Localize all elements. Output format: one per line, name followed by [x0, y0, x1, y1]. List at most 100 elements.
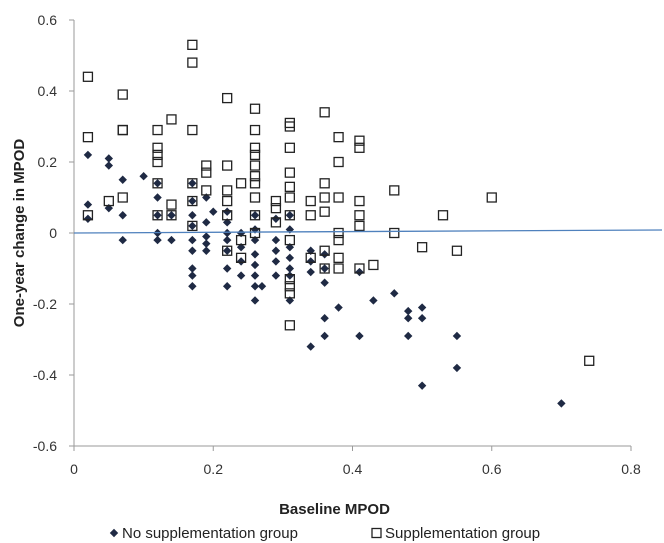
square-point — [354, 220, 365, 232]
square-point — [249, 178, 261, 189]
y-tick-label: -0.6 — [33, 438, 57, 454]
diamond-point — [250, 282, 260, 291]
legend-item-supplementation: Supplementation group — [371, 525, 540, 542]
square-point — [117, 124, 128, 136]
diamond-point — [236, 271, 246, 280]
square-point — [187, 178, 198, 189]
square-point — [333, 131, 344, 143]
x-tick-label: 0.4 — [343, 461, 363, 477]
square-point — [284, 210, 295, 221]
y-axis-ticks: -0.6 -0.4 -0.2 0 0.2 0.4 0.6 — [33, 12, 74, 454]
square-point — [333, 252, 344, 264]
diamond-point — [285, 253, 295, 263]
y-tick-label: -0.2 — [33, 296, 57, 312]
square-point — [284, 288, 295, 299]
diamond-point — [188, 235, 197, 245]
square-point — [222, 185, 233, 196]
diamond-point — [222, 282, 232, 291]
diamond-point — [404, 331, 413, 341]
square-point — [270, 217, 282, 228]
diamond-point — [250, 250, 260, 259]
diamond-point — [285, 271, 295, 280]
diamond-point — [104, 161, 114, 170]
y-axis-title: One-year change in MPOD — [11, 139, 28, 328]
legend: No supplementation group Supplementation… — [109, 525, 540, 542]
square-point — [103, 195, 114, 207]
legend-item-no-supplementation: No supplementation group — [109, 525, 298, 542]
square-point — [117, 124, 128, 136]
square-point — [319, 192, 330, 203]
diamond-point — [202, 239, 211, 248]
square-point — [152, 178, 163, 189]
square-point — [270, 202, 282, 214]
diamond-point — [188, 271, 197, 280]
diamond-point — [250, 271, 260, 280]
legend-label-supplementation: Supplementation group — [385, 525, 540, 542]
diamond-point — [167, 235, 176, 245]
square-point — [222, 245, 233, 256]
diamond-point — [404, 306, 413, 316]
y-tick-label: 0.6 — [38, 12, 58, 28]
y-tick-label: 0.2 — [38, 154, 58, 170]
square-point — [354, 195, 365, 207]
diamond-point — [417, 314, 427, 323]
diamond-point — [285, 211, 295, 220]
square-point — [249, 142, 261, 153]
square-point — [284, 320, 295, 331]
square-point — [389, 227, 400, 239]
zero-reference-line — [73, 229, 663, 234]
square-point — [117, 89, 128, 100]
diamond-point — [306, 267, 315, 277]
diamond-point — [306, 342, 315, 351]
square-point — [389, 185, 400, 196]
open-square-icon — [371, 527, 382, 539]
diamond-point — [209, 207, 218, 216]
square-point — [584, 355, 595, 366]
diamond-point — [104, 154, 114, 163]
diamond-point — [320, 278, 329, 287]
diamond-point — [320, 264, 329, 273]
square-point — [284, 181, 295, 193]
square-point — [82, 210, 94, 221]
square-point — [284, 281, 295, 292]
diamond-point — [153, 211, 162, 220]
square-point — [222, 92, 233, 104]
diamond-point — [271, 271, 281, 280]
diamond-point — [222, 246, 232, 255]
diamond-point — [167, 211, 176, 220]
square-point — [333, 156, 344, 168]
square-point — [166, 199, 177, 210]
square-point — [222, 210, 233, 221]
diamond-point — [188, 264, 197, 273]
square-point — [416, 242, 428, 253]
square-point — [319, 206, 330, 217]
square-point — [249, 160, 261, 171]
diamond-point — [153, 179, 162, 188]
square-point — [284, 142, 295, 153]
diamond-point — [188, 211, 197, 220]
diamond-point — [202, 232, 211, 241]
square-point — [270, 195, 282, 207]
diamond-point — [250, 211, 260, 220]
square-point — [437, 210, 449, 221]
square-point — [486, 192, 497, 203]
square-point — [152, 142, 163, 153]
square-point — [201, 160, 212, 171]
square-point — [222, 195, 233, 207]
square-point — [319, 245, 330, 256]
diamond-point — [188, 282, 197, 291]
diamond-point — [222, 235, 232, 245]
square-point — [249, 192, 261, 203]
square-point — [249, 149, 261, 161]
square-point — [82, 71, 94, 82]
diamond-point — [250, 260, 260, 270]
square-point — [249, 210, 261, 221]
diamond-point — [83, 214, 93, 223]
square-point — [354, 263, 365, 274]
square-point — [305, 195, 316, 207]
square-point — [354, 210, 365, 221]
square-point — [249, 103, 261, 114]
diamond-point — [285, 264, 295, 273]
diamond-point — [139, 172, 148, 181]
